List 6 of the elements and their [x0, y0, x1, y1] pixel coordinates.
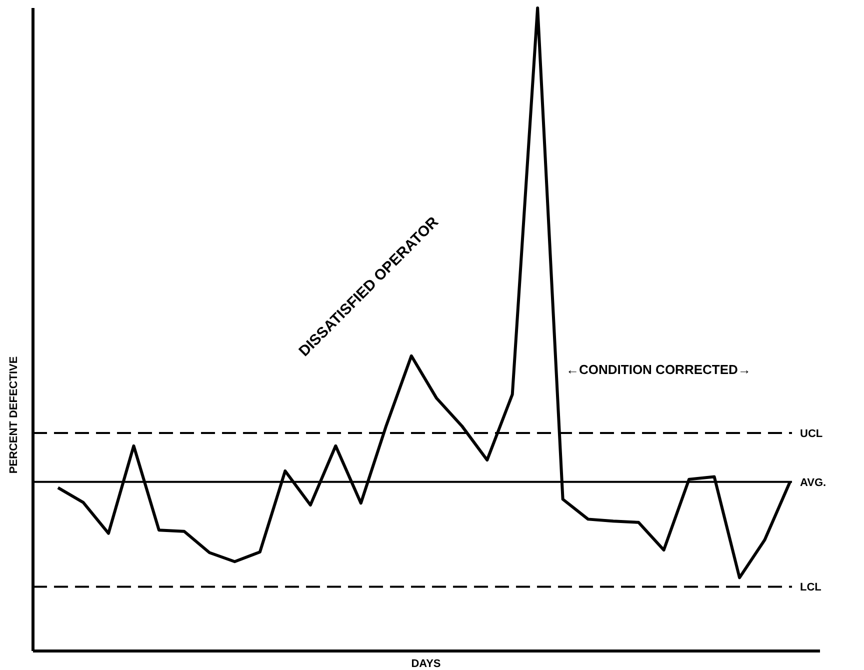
y-axis-title: PERCENT DEFECTIVE: [8, 356, 20, 474]
ref-line-label: UCL: [800, 428, 823, 440]
ref-line-label: AVG.: [800, 476, 826, 489]
ref-line-label: LCL: [800, 582, 822, 594]
x-axis-title: DAYS: [411, 658, 441, 670]
annotation: ←CONDITION CORRECTED→: [566, 362, 751, 377]
